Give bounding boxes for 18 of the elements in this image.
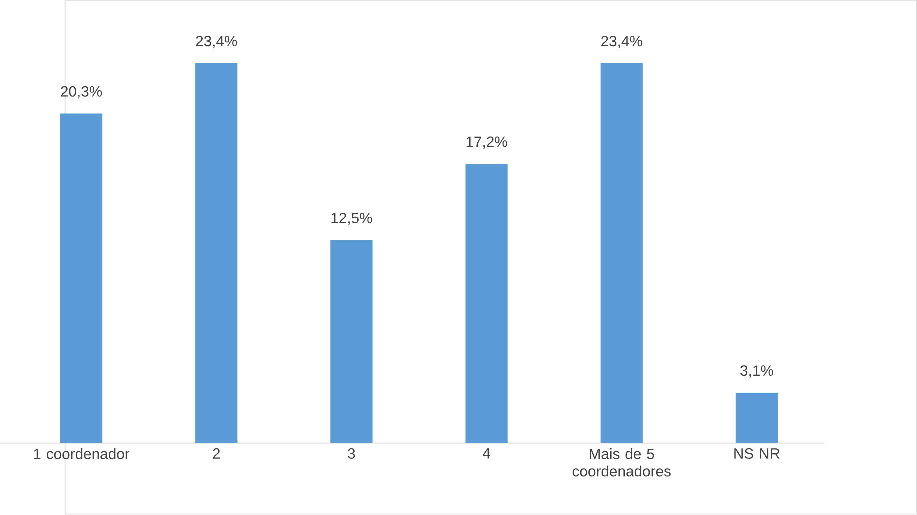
x-tick-label: NS NR: [734, 448, 780, 460]
data-label: 20,3%: [61, 86, 102, 99]
x-tick-label: Mais de 5 coordenadores: [572, 448, 671, 477]
bar: [736, 393, 778, 444]
bar: [466, 164, 508, 444]
bar: [196, 64, 238, 444]
data-label: 23,4%: [196, 36, 238, 48]
bar: [60, 114, 103, 444]
bar: [330, 240, 373, 444]
x-tick-label: 1 coordenador: [34, 448, 130, 460]
data-label: 3,1%: [740, 366, 774, 378]
data-label: 12,5%: [332, 213, 372, 226]
x-tick-label: 2: [213, 448, 220, 459]
data-label: 17,2%: [466, 136, 508, 150]
data-label: 23,4%: [602, 36, 642, 48]
x-tick-label: 4: [483, 448, 490, 459]
x-tick-label: 3: [348, 448, 356, 460]
bar: [600, 64, 643, 444]
